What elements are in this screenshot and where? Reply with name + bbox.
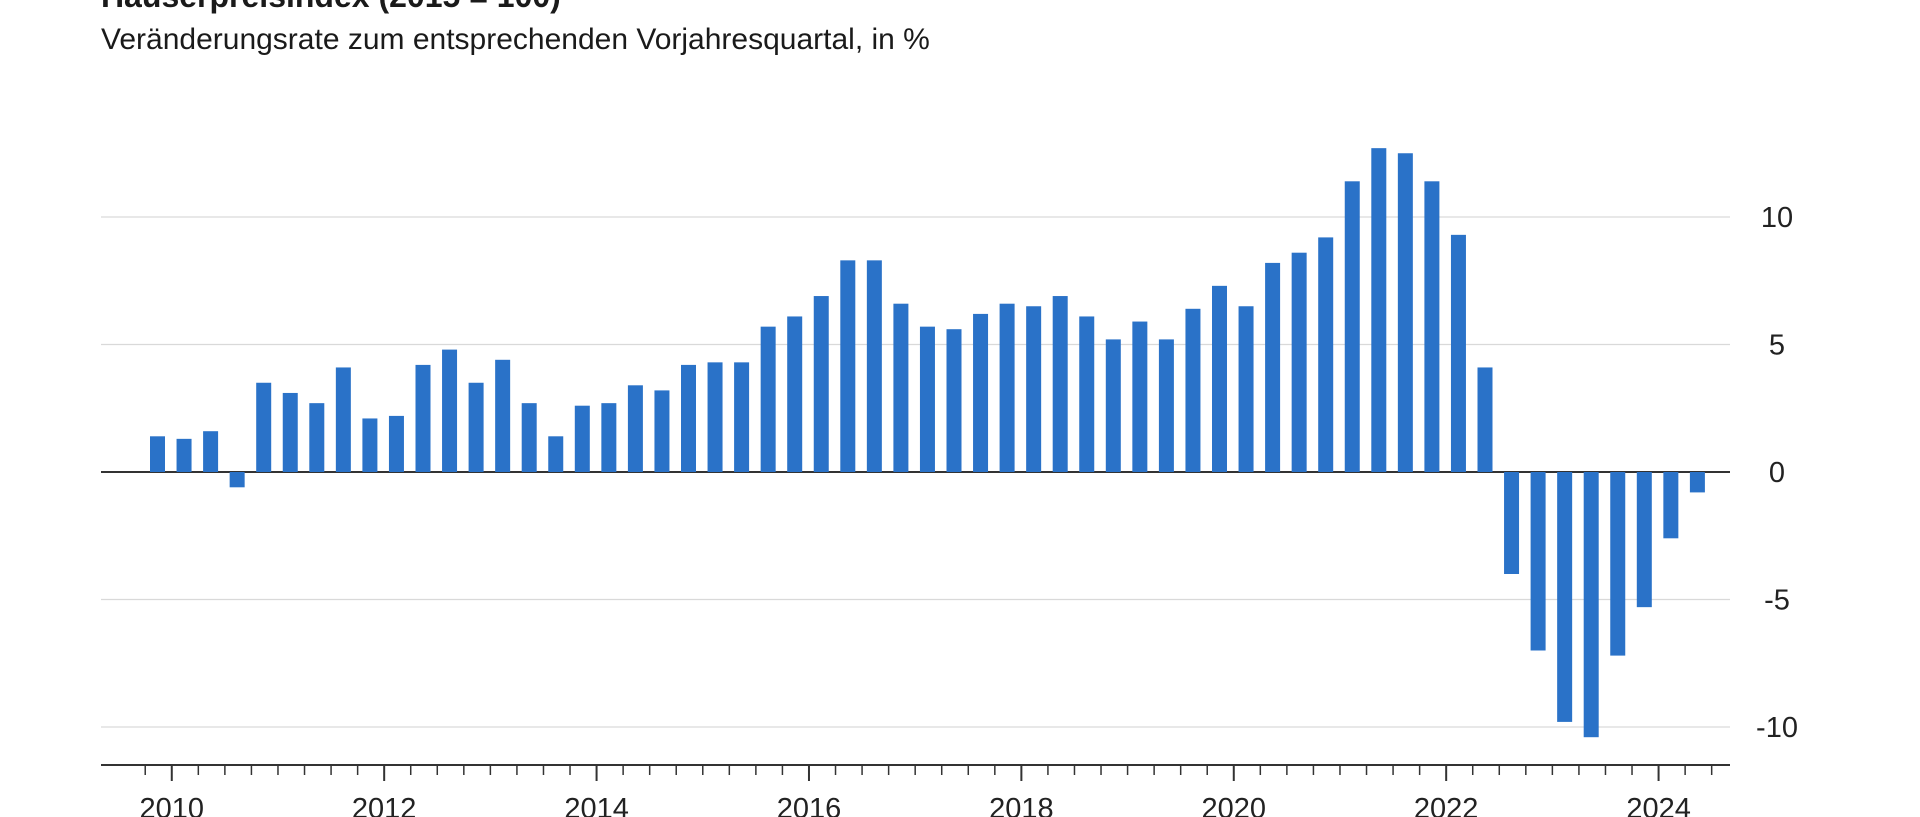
bar: 2011 Q4: 4.1 bbox=[335, 367, 351, 472]
bar: 2023 Q2: -9.8 bbox=[1557, 472, 1573, 722]
bar: 2017 Q2: 5.7 bbox=[919, 326, 935, 472]
bar: 2022 Q4: -4 bbox=[1504, 472, 1520, 574]
bar: 2019 Q3: 5.2 bbox=[1158, 339, 1174, 472]
bar: 2017 Q1: 6.6 bbox=[893, 303, 909, 472]
y-tick-label: -10 bbox=[1756, 712, 1798, 744]
bar: 2011 Q1: 3.5 bbox=[256, 382, 272, 472]
bar: 2014 Q2: 2.7 bbox=[601, 403, 617, 472]
bar: 2016 Q2: 6.9 bbox=[813, 296, 829, 472]
bar: 2012 Q1: 2.1 bbox=[362, 418, 378, 472]
x-tick-label: 2024 bbox=[1626, 793, 1691, 817]
bar: 2022 Q3: 4.1 bbox=[1477, 367, 1493, 472]
bar: 2013 Q1: 3.5 bbox=[468, 382, 484, 472]
bar: 2023 Q3: -10.4 bbox=[1583, 472, 1599, 738]
bar: 2020 Q4: 8.6 bbox=[1291, 252, 1307, 472]
bar: 2010 Q2: 1.3 bbox=[176, 438, 192, 472]
bar: 2015 Q2: 4.3 bbox=[707, 362, 723, 472]
bar: 2021 Q2: 11.4 bbox=[1344, 181, 1360, 473]
bar: 2015 Q4: 5.7 bbox=[760, 326, 776, 472]
axis-layer: 10 5 0 -5 -10 2010 2012 2014 2016 2018 2020 2022 202… bbox=[101, 202, 1798, 817]
bar: 2024 Q3: -0.8 bbox=[1689, 472, 1705, 493]
bar: 2022 Q2: 9.3 bbox=[1450, 234, 1466, 472]
y-tick-label: 0 bbox=[1769, 457, 1785, 489]
bar: 2010 Q1: 1.4 bbox=[150, 436, 165, 472]
bar: 2022 Q1: 11.4 bbox=[1424, 181, 1440, 473]
bar: 2014 Q1: 2.6 bbox=[574, 405, 590, 472]
y-tick-label: 10 bbox=[1761, 202, 1793, 234]
bar: 2011 Q2: 3.1 bbox=[282, 392, 298, 472]
bar: 2018 Q1: 6.6 bbox=[999, 303, 1015, 472]
bar: 2018 Q4: 6.1 bbox=[1079, 316, 1095, 472]
bar: 2020 Q2: 6.5 bbox=[1238, 306, 1254, 472]
bar: 2011 Q3: 2.7 bbox=[309, 403, 325, 472]
bar: 2016 Q3: 8.3 bbox=[840, 260, 856, 472]
bar: 2020 Q1: 7.3 bbox=[1212, 285, 1227, 472]
bar: 2014 Q4: 3.2 bbox=[654, 390, 670, 472]
bar: 2023 Q1: -7 bbox=[1530, 472, 1546, 651]
bar: 2016 Q1: 6.1 bbox=[787, 316, 803, 472]
bar: 2019 Q4: 6.4 bbox=[1185, 308, 1201, 472]
x-tick-label: 2014 bbox=[564, 793, 629, 817]
bar: 2013 Q2: 4.4 bbox=[495, 359, 511, 472]
bar: 2017 Q4: 6.2 bbox=[973, 313, 989, 472]
bar: 2019 Q1: 5.2 bbox=[1105, 339, 1121, 472]
bar: 2021 Q4: 12.5 bbox=[1397, 153, 1413, 472]
x-tick-label: 2020 bbox=[1202, 793, 1267, 817]
bar: 2014 Q3: 3.4 bbox=[627, 385, 643, 472]
bar: 2012 Q2: 2.2 bbox=[388, 415, 404, 472]
bar: 2020 Q3: 8.2 bbox=[1265, 262, 1281, 472]
bar: 2010 Q4: -0.6 bbox=[229, 472, 245, 488]
bar: 2012 Q4: 4.8 bbox=[442, 349, 458, 472]
bar: 2018 Q2: 6.5 bbox=[1026, 306, 1042, 472]
x-tick-label: 2016 bbox=[777, 793, 842, 817]
x-tick-label: 2022 bbox=[1414, 793, 1479, 817]
bar: 2023 Q4: -7.2 bbox=[1610, 472, 1626, 656]
bar: 2013 Q3: 2.7 bbox=[521, 403, 537, 472]
bar: 2019 Q2: 5.9 bbox=[1132, 321, 1148, 472]
bar: 2018 Q3: 6.9 bbox=[1052, 296, 1068, 472]
bar: 2010 Q3: 1.6 bbox=[203, 431, 219, 472]
y-tick-label: 5 bbox=[1769, 330, 1785, 362]
y-tick-label: -5 bbox=[1764, 585, 1790, 617]
bar: 2017 Q3: 5.6 bbox=[946, 329, 962, 472]
x-tick-label: 2018 bbox=[989, 793, 1054, 817]
x-tick-label: 2010 bbox=[140, 793, 205, 817]
bar: 2024 Q2: -2.6 bbox=[1663, 472, 1679, 539]
bar: 2021 Q1: 9.2 bbox=[1318, 237, 1334, 472]
x-tick-label: 2012 bbox=[352, 793, 417, 817]
chart-subtitle: Veränderungsrate zum entsprechenden Vorj… bbox=[101, 23, 930, 56]
bar: 2013 Q4: 1.4 bbox=[548, 436, 564, 472]
bar: 2012 Q3: 4.2 bbox=[415, 364, 431, 472]
bar: 2016 Q4: 8.3 bbox=[866, 260, 882, 472]
bars-layer: 2010 Q1: 1.4 2010 Q2: 1.3 2010 Q3: 1.6 2010… bbox=[150, 148, 1705, 738]
bar: 2024 Q1: -5.3 bbox=[1636, 472, 1652, 608]
bar: 2015 Q3: 4.3 bbox=[734, 362, 750, 472]
chart-title: Häuserpreisindex (2015 = 100) bbox=[101, 0, 561, 15]
bar: 2021 Q3: 12.7 bbox=[1371, 148, 1387, 472]
bar: 2015 Q1: 4.2 bbox=[681, 364, 696, 472]
